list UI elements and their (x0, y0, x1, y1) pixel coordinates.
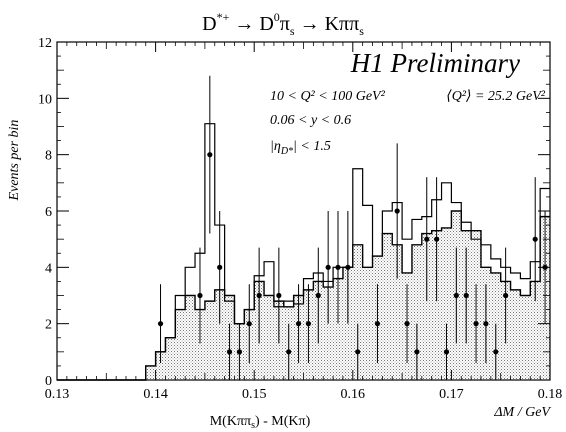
data-point (463, 292, 469, 299)
data-point (532, 236, 538, 242)
mc-background-bar (352, 244, 363, 380)
mc-background-bar (323, 287, 334, 380)
data-point (256, 292, 262, 299)
mc-background-bar (185, 295, 196, 380)
x-tick-label: 0.16 (341, 387, 366, 402)
mc-background-bar (195, 309, 205, 380)
data-point (246, 321, 252, 327)
x-axis-unit-label: ΔM / GeV (493, 405, 551, 420)
mc-background-bar (431, 230, 442, 380)
x-axis-label: M(Kππs) - M(Kπ) (210, 414, 311, 431)
data-point (295, 321, 302, 327)
data-point (335, 264, 341, 270)
mc-background-bar (382, 233, 393, 380)
mc-background-bar (214, 289, 225, 380)
data-point (374, 321, 381, 327)
h1-preliminary-label: H1 Preliminary (350, 48, 520, 78)
x-tick-label: 0.14 (143, 387, 168, 402)
y-tick-label: 6 (45, 205, 52, 220)
mc-background-bar (342, 267, 353, 380)
y-tick-label: 12 (38, 36, 52, 51)
data-point (434, 236, 440, 242)
data-points (157, 75, 548, 380)
y-range-annotation: 0.06 < y < 0.6 (270, 113, 351, 128)
data-point (404, 321, 410, 327)
x-tick-label: 0.17 (439, 387, 464, 402)
mc-background-bar (333, 278, 343, 380)
data-point (286, 349, 292, 355)
y-axis-label: Events per bin (7, 120, 22, 202)
mc-background-bar (530, 281, 541, 380)
mc-background-bar (145, 365, 156, 380)
mc-background-bar (165, 337, 176, 380)
data-point (305, 321, 312, 327)
mc-total-histogram (57, 123, 550, 381)
chart-title: D*+ → D0πs → Kππs (202, 10, 364, 38)
data-point (217, 264, 223, 270)
data-point (483, 321, 489, 327)
mc-background-bar (441, 227, 452, 380)
x-tick-label: 0.13 (45, 387, 70, 402)
axis-ticks: 0.13 0.14 0.15 0.16 0.17 0.18 0 2 4 6 8 10 12 (38, 36, 562, 402)
data-point (414, 349, 420, 355)
mc-total-outline (57, 123, 550, 381)
data-point (325, 264, 331, 270)
mc-background-bar (175, 309, 186, 380)
data-point (157, 321, 164, 327)
mc-background-bar (421, 233, 432, 380)
q2-mean-annotation: ⟨Q²⟩ = 25.2 GeV² (446, 89, 546, 104)
data-point (207, 152, 213, 158)
mc-background-bar (264, 295, 274, 380)
data-point (355, 349, 361, 355)
data-point (493, 349, 499, 355)
mc-background-bar (520, 295, 531, 380)
x-tick-label: 0.15 (242, 387, 267, 402)
mc-background-bar (510, 289, 521, 380)
y-tick-label: 2 (45, 318, 52, 333)
data-point (236, 349, 243, 355)
data-point (503, 292, 509, 299)
mc-background-bar (392, 244, 403, 380)
data-point (226, 349, 233, 355)
mc-background-bar (204, 301, 215, 380)
data-point (453, 292, 459, 299)
y-tick-label: 8 (45, 149, 52, 164)
y-tick-label: 0 (45, 374, 52, 389)
mc-background-bar (411, 244, 422, 380)
data-point (394, 208, 400, 214)
data-point (197, 292, 203, 299)
data-point (315, 292, 321, 299)
data-point (473, 321, 479, 327)
data-point (345, 264, 351, 270)
x-tick-label: 0.18 (538, 387, 563, 402)
data-point (276, 292, 282, 299)
mc-background-bar (362, 267, 373, 380)
mc-background-bar (155, 351, 166, 380)
eta-cut-annotation: |ηD*| < 1.5 (270, 139, 331, 157)
y-tick-label: 4 (45, 261, 52, 276)
data-point (443, 349, 450, 355)
q2-range-annotation: 10 < Q² < 100 GeV² (270, 89, 386, 104)
data-point (424, 236, 430, 242)
y-tick-label: 10 (38, 92, 52, 107)
